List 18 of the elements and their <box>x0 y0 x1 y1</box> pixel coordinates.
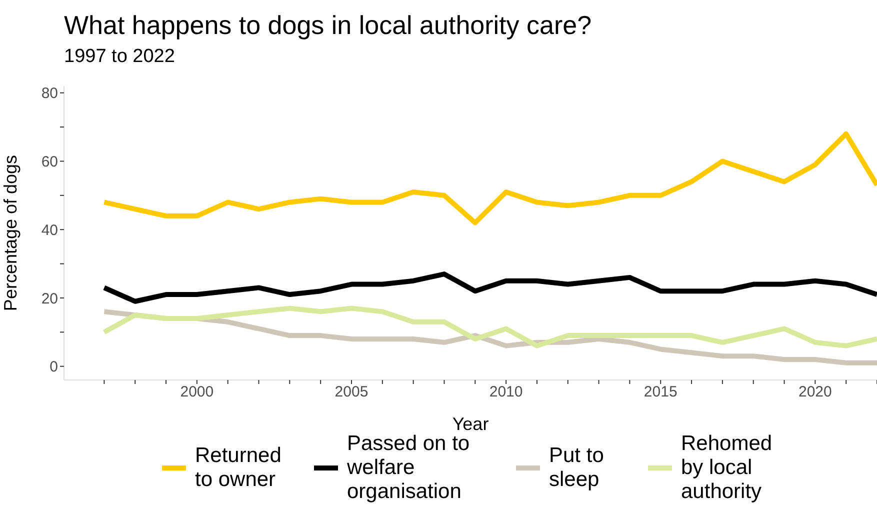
y-tick-label: 60 <box>41 154 58 171</box>
y-tick-label: 80 <box>41 85 58 102</box>
chart-title: What happens to dogs in local authority care? <box>64 10 592 41</box>
y-tick-label: 40 <box>41 222 58 239</box>
x-tick-label: 2020 <box>798 384 832 401</box>
x-tick-label: 2005 <box>334 384 368 401</box>
legend-label: Returned to owner <box>195 444 282 492</box>
legend-label: Put to sleep <box>549 444 605 492</box>
legend-label: Passed on to welfare organisation <box>347 432 471 504</box>
y-axis-title: Percentage of dogs <box>0 154 20 312</box>
chart-subtitle: 1997 to 2022 <box>64 46 175 68</box>
x-tick-label: 2010 <box>489 384 523 401</box>
x-tick-label: 2000 <box>180 384 214 401</box>
x-axis-title: Year <box>452 414 489 434</box>
y-tick-label: 20 <box>41 290 58 308</box>
x-tick-label: 2015 <box>644 384 678 401</box>
legend-label: Rehomed by local authority <box>681 432 774 504</box>
y-tick-label: 0 <box>50 358 58 376</box>
